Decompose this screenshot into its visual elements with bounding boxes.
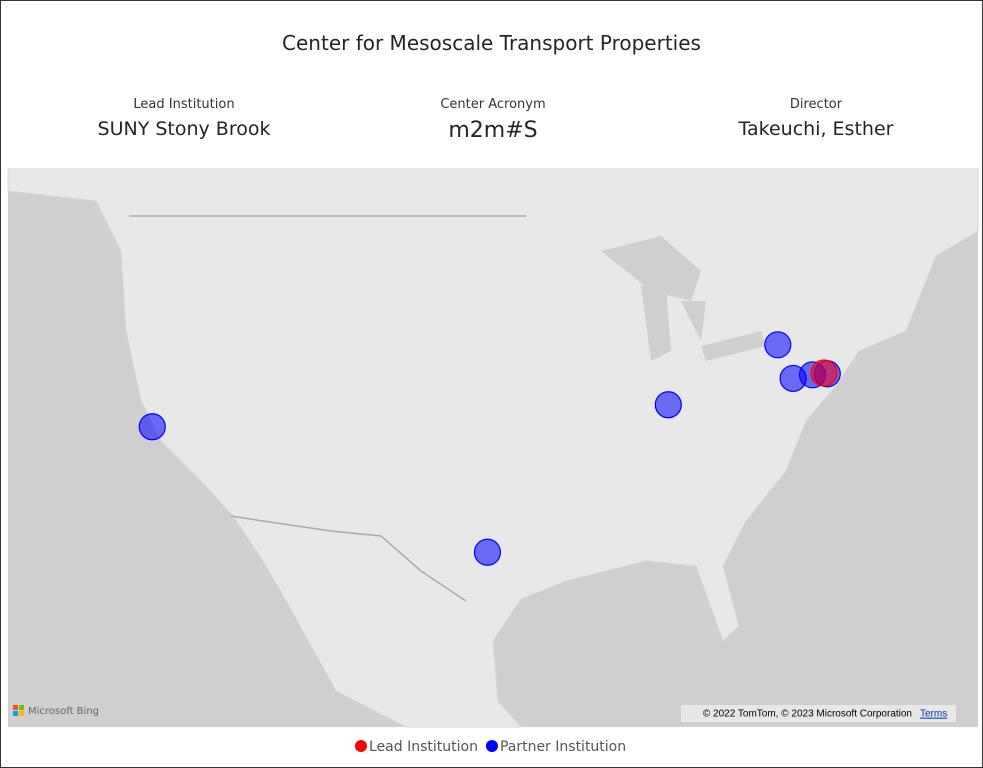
attribution: © 2022 TomTom, © 2023 Microsoft Corporat… (703, 709, 912, 720)
legend-marker (355, 740, 367, 752)
border (129, 215, 526, 602)
card-label: Center Acronym (440, 97, 546, 112)
card: Director Takeuchi, Esther (666, 97, 966, 140)
logo-icon (13, 705, 18, 710)
logo-icon (19, 705, 24, 710)
legend-label: Lead Institution (369, 739, 478, 755)
card: Lead Institution SUNY Stony Brook (34, 97, 334, 140)
card-value: Takeuchi, Esther (738, 118, 894, 140)
card-label: Director (789, 97, 843, 112)
card-label: Lead Institution (133, 97, 235, 112)
attribution-bg (681, 705, 956, 722)
marker (810, 359, 838, 387)
legend-label: Partner Institution (500, 739, 626, 755)
marker (138, 413, 166, 441)
legend-marker (485, 740, 498, 752)
logo-icon (13, 711, 18, 716)
map-logo: Microsoft Bing (28, 706, 99, 717)
card-value: SUNY Stony Brook (97, 118, 271, 140)
marker (764, 331, 792, 359)
card-value: m2m#S (448, 118, 538, 143)
terms-link[interactable]: Terms (920, 709, 947, 720)
lakes (601, 236, 766, 361)
title: Center for Mesoscale Transport Propertie… (282, 31, 701, 55)
card: Center Acronym m2m#S (343, 97, 643, 143)
marker (654, 391, 682, 419)
logo-icon (19, 711, 24, 716)
marker (473, 538, 502, 566)
